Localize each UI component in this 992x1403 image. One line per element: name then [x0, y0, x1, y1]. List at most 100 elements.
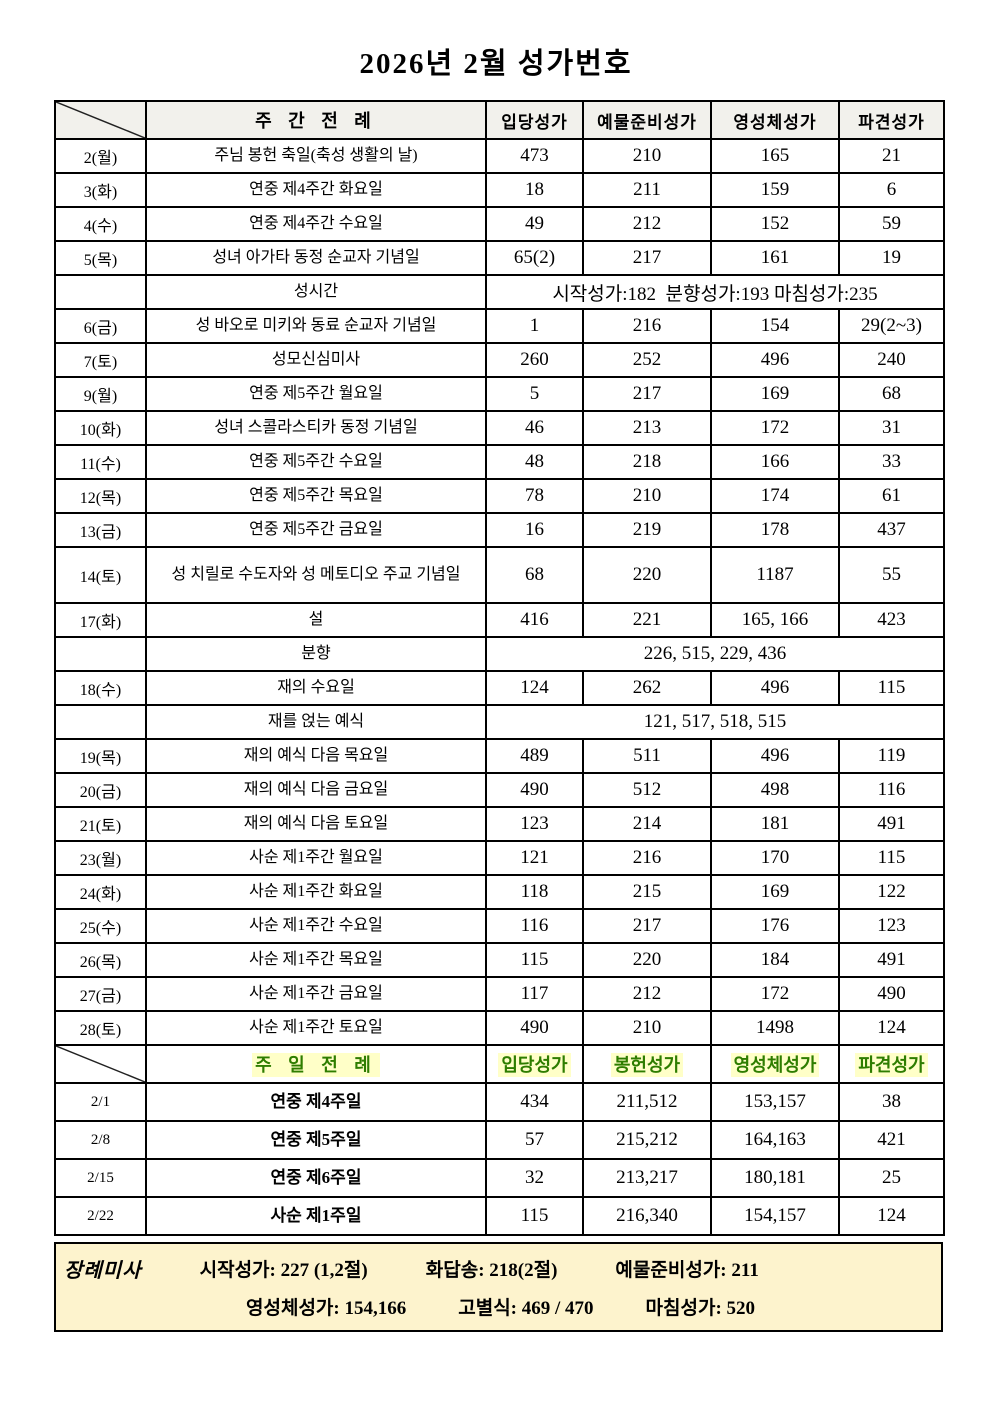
date-cell: 27(금)	[54, 976, 147, 1012]
liturgy-cell: 성 바오로 미키와 동료 순교자 기념일	[145, 308, 487, 344]
table-row: 5(목) 성녀 아가타 동정 순교자 기념일 65(2) 217 161 19	[54, 240, 945, 276]
hymn-number-cell: 115	[838, 670, 945, 706]
hymn-number-cell: 210	[582, 1010, 712, 1046]
hymn-number-cell: 161	[710, 240, 840, 276]
hymn-number-cell: 38	[838, 1082, 945, 1122]
hymn-number-cell: 124	[838, 1010, 945, 1046]
hymn-number-cell: 116	[485, 908, 584, 944]
date-cell: 12(목)	[54, 478, 147, 514]
hymn-number-cell: 32	[485, 1158, 584, 1198]
hymn-number-cell: 180,181	[710, 1158, 840, 1198]
funeral-communion-hymn: 영성체성가: 154,166	[246, 1298, 407, 1319]
hymn-number-cell: 165	[710, 138, 840, 174]
table-row: 10(화) 성녀 스콜라스티카 동정 기념일 46 213 172 31	[54, 410, 945, 446]
hymn-span-cell: 시작성가:182 분향성가:193 마침성가:235	[485, 274, 945, 310]
date-cell: 2/15	[54, 1158, 147, 1198]
hymn-number-cell: 490	[838, 976, 945, 1012]
hymn-number-cell: 55	[838, 546, 945, 604]
date-cell: 14(토)	[54, 546, 147, 604]
hymn-number-cell: 437	[838, 512, 945, 548]
hymn-number-cell: 423	[838, 602, 945, 638]
hymn-number-cell: 490	[485, 1010, 584, 1046]
hymn-number-cell: 214	[582, 806, 712, 842]
hymn-number-cell: 124	[485, 670, 584, 706]
hymn-number-cell: 221	[582, 602, 712, 638]
hymn-number-cell: 115	[485, 1196, 584, 1236]
column-header-entrance-hymn: 입당성가	[485, 100, 584, 140]
hymn-number-cell: 154	[710, 308, 840, 344]
hymn-number-cell: 172	[710, 410, 840, 446]
table-row: 14(토) 성 치릴로 수도자와 성 메토디오 주교 기념일 68 220 1187 55	[54, 546, 945, 604]
table-row: 3(화) 연중 제4주간 화요일 18 211 159 6	[54, 172, 945, 208]
hymn-number-cell: 178	[710, 512, 840, 548]
liturgy-cell: 분향	[145, 636, 487, 672]
page-title: 2026년 2월 성가번호	[359, 48, 633, 80]
table-row: 26(목) 사순 제1주간 목요일 115 220 184 491	[54, 942, 945, 978]
table-row: 21(토) 재의 예식 다음 토요일 123 214 181 491	[54, 806, 945, 842]
liturgy-cell: 연중 제4주간 화요일	[145, 172, 487, 208]
hymn-number-cell: 123	[485, 806, 584, 842]
hymn-number-cell: 165, 166	[710, 602, 840, 638]
date-cell: 23(월)	[54, 840, 147, 876]
date-cell: 11(수)	[54, 444, 147, 480]
corner-cell	[54, 100, 147, 140]
date-cell: 10(화)	[54, 410, 147, 446]
table-row: 4(수) 연중 제4주간 수요일 49 212 152 59	[54, 206, 945, 242]
hymn-number-cell: 169	[710, 376, 840, 412]
hymn-number-cell: 166	[710, 444, 840, 480]
date-cell: 6(금)	[54, 308, 147, 344]
funeral-opening-hymn: 시작성가: 227 (1,2절)	[199, 1260, 368, 1281]
hymn-number-cell: 21	[838, 138, 945, 174]
table-row: 12(목) 연중 제5주간 목요일 78 210 174 61	[54, 478, 945, 514]
liturgy-cell: 재의 예식 다음 목요일	[145, 738, 487, 774]
hymn-number-cell: 212	[582, 976, 712, 1012]
hymn-number-cell: 212	[582, 206, 712, 242]
hymn-number-cell: 169	[710, 874, 840, 910]
table-row: 23(월) 사순 제1주간 월요일 121 216 170 115	[54, 840, 945, 876]
hymn-number-cell: 172	[710, 976, 840, 1012]
column-header-dismissal-hymn: 파견성가	[838, 100, 945, 140]
corner-cell	[54, 1044, 147, 1084]
liturgy-cell: 연중 제5주간 목요일	[145, 478, 487, 514]
hymn-number-cell: 61	[838, 478, 945, 514]
funeral-farewell: 고별식: 469 / 470	[458, 1298, 594, 1319]
liturgy-cell: 사순 제1주간 화요일	[145, 874, 487, 910]
hymn-number-cell: 18	[485, 172, 584, 208]
table-row: 19(목) 재의 예식 다음 목요일 489 511 496 119	[54, 738, 945, 774]
hymn-number-cell: 217	[582, 908, 712, 944]
hymn-number-cell: 31	[838, 410, 945, 446]
date-cell: 13(금)	[54, 512, 147, 548]
date-cell: 20(금)	[54, 772, 147, 808]
hymn-number-cell: 153,157	[710, 1082, 840, 1122]
liturgy-cell: 성녀 아가타 동정 순교자 기념일	[145, 240, 487, 276]
hymn-number-table: 주 간 전 례 입당성가 예물준비성가 영성체성가 파견성가 2(월) 주님 봉헌…	[54, 100, 945, 1236]
hymn-number-cell: 496	[710, 670, 840, 706]
hymn-number-cell: 124	[838, 1196, 945, 1236]
date-cell: 28(토)	[54, 1010, 147, 1046]
funeral-mass-note: 장례미사 시작성가: 227 (1,2절) 화답송: 218(2절) 예물준비성…	[54, 1242, 943, 1332]
liturgy-cell: 재의 수요일	[145, 670, 487, 706]
liturgy-cell: 재의 예식 다음 토요일	[145, 806, 487, 842]
liturgy-cell: 연중 제6주일	[145, 1158, 487, 1198]
column-header-offertory-hymn: 예물준비성가	[582, 100, 712, 140]
hymn-number-cell: 219	[582, 512, 712, 548]
hymn-number-cell: 16	[485, 512, 584, 548]
hymn-number-cell: 68	[838, 376, 945, 412]
hymn-number-cell: 159	[710, 172, 840, 208]
liturgy-cell: 성모신심미사	[145, 342, 487, 378]
column-header-communion-hymn: 영성체성가	[710, 1044, 840, 1084]
hymn-number-cell: 115	[838, 840, 945, 876]
hymn-number-cell: 116	[838, 772, 945, 808]
hymn-table-container: 주 간 전 례 입당성가 예물준비성가 영성체성가 파견성가 2(월) 주님 봉헌…	[54, 100, 945, 1236]
hymn-number-cell: 119	[838, 738, 945, 774]
hymn-number-cell: 216,340	[582, 1196, 712, 1236]
table-row: 18(수) 재의 수요일 124 262 496 115	[54, 670, 945, 706]
table-row: 2/1 연중 제4주일 434 211,512 153,157 38	[54, 1082, 945, 1122]
sunday-header-row: 주 일 전 례 입당성가 봉헌성가 영성체성가 파견성가	[54, 1044, 945, 1084]
hymn-number-cell: 210	[582, 478, 712, 514]
column-header-entrance-hymn: 입당성가	[485, 1044, 584, 1084]
hymn-number-cell: 416	[485, 602, 584, 638]
hymn-number-cell: 117	[485, 976, 584, 1012]
date-cell: 4(수)	[54, 206, 147, 242]
table-row: 6(금) 성 바오로 미키와 동료 순교자 기념일 1 216 154 29(2~3)	[54, 308, 945, 344]
